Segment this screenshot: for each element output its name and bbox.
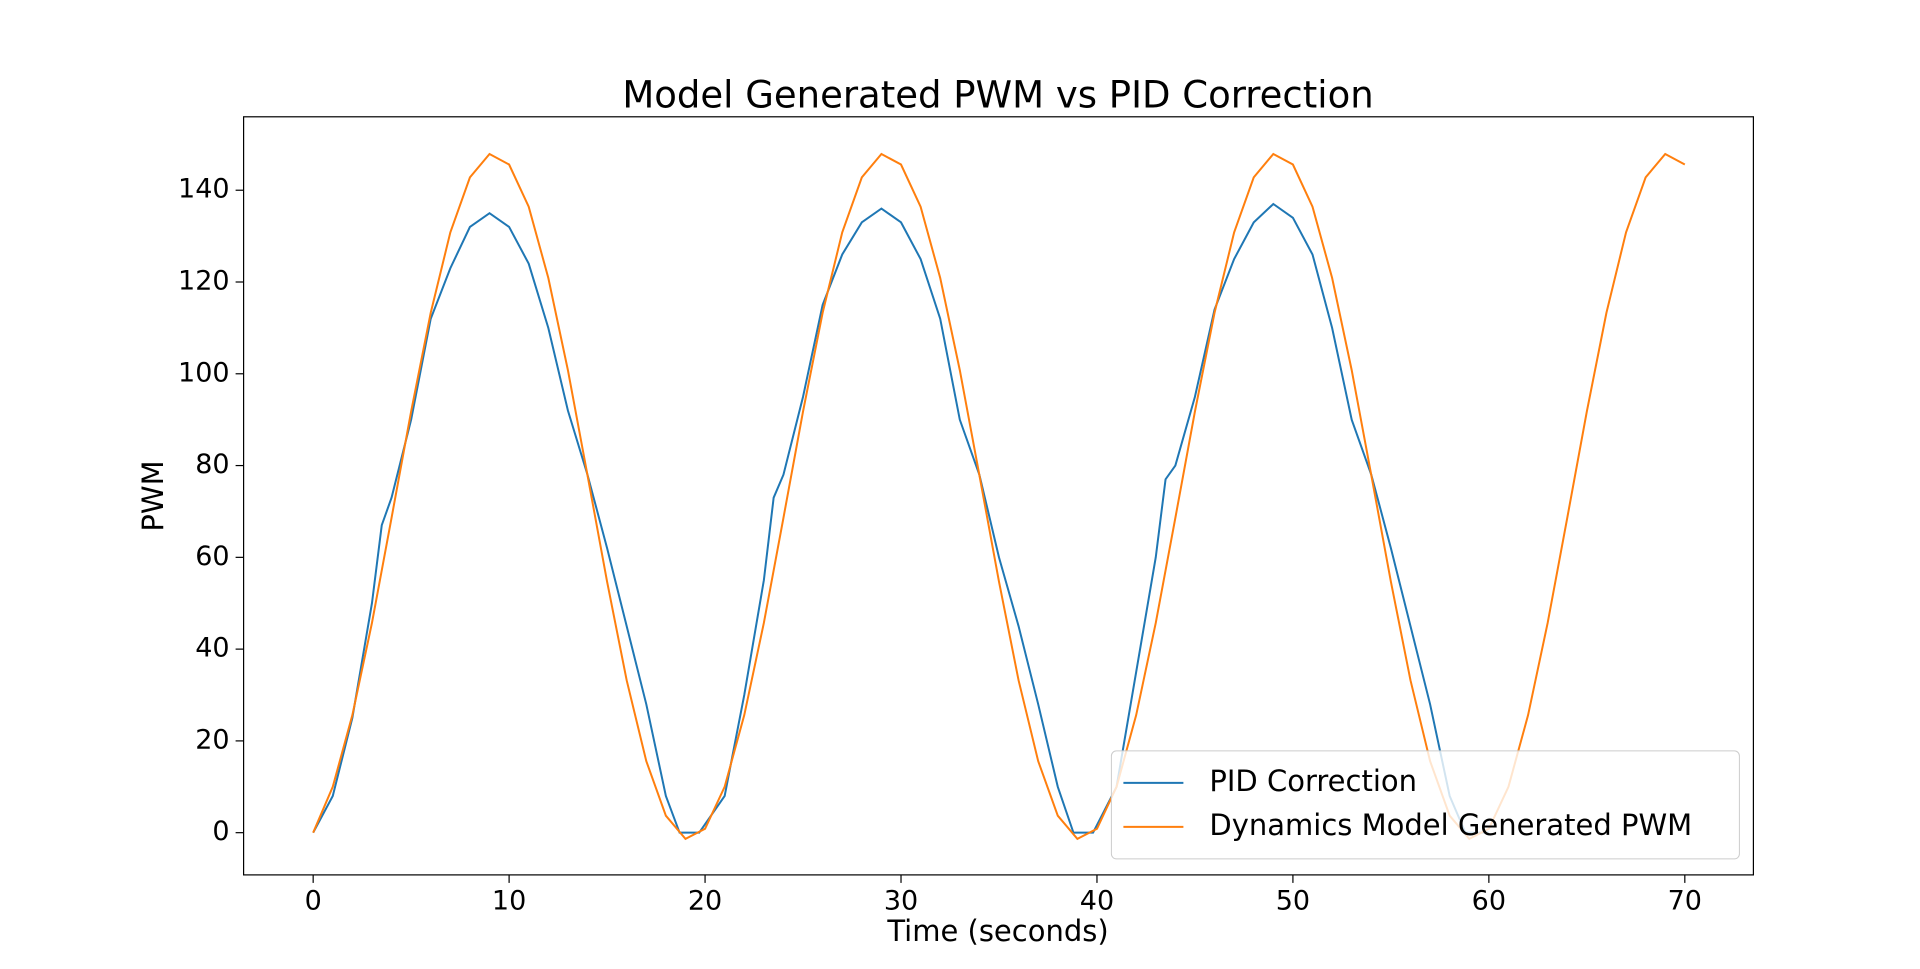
y-axis-label: PWM [136,460,170,531]
x-tick-label: 50 [1276,885,1310,916]
y-tick-label: 80 [195,449,229,480]
chart-title: Model Generated PWM vs PID Correction [622,74,1373,117]
x-axis-label: Time (seconds) [886,914,1108,948]
y-tick-label: 0 [212,816,229,847]
y-tick-label: 40 [195,633,229,664]
x-tick-label: 60 [1472,885,1506,916]
y-tick-label: 120 [178,266,230,297]
plot-frame [243,116,1755,876]
x-tick-label: 10 [492,885,526,916]
legend: PID Correction Dynamics Model Generated P… [1110,750,1740,860]
x-tick-label: 70 [1668,885,1702,916]
y-tick-label: 60 [195,541,229,572]
legend-label: PID Correction [1209,764,1417,798]
series-line [312,202,1489,834]
legend-label: Dynamics Model Generated PWM [1209,808,1692,842]
y-tick-label: 100 [178,357,230,388]
x-tick-label: 20 [688,885,722,916]
x-tick-label: 30 [884,885,918,916]
x-tick-label: 0 [305,885,322,916]
y-tick-label: 140 [178,174,230,205]
x-tick-label: 40 [1080,885,1114,916]
legend-box [1110,750,1740,860]
series-line [312,152,1686,841]
y-tick-label: 20 [195,724,229,755]
